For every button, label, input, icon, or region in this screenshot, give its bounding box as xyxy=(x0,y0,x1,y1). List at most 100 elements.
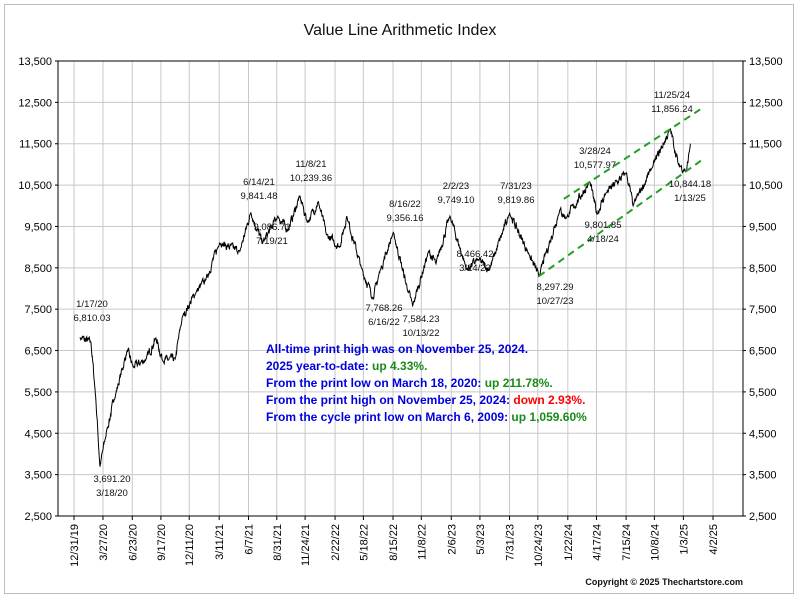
x-tick-label: 4/2/25 xyxy=(708,524,720,555)
annotation-line-1: 3,691.20 xyxy=(94,474,131,485)
y-tick-label-right: 7,500 xyxy=(749,304,777,316)
y-tick-label-right: 11,500 xyxy=(749,139,782,151)
annotation-line-2: 10,239.36 xyxy=(290,173,332,184)
channel-upper xyxy=(563,106,705,200)
note-highlight: up 211.78%. xyxy=(485,376,553,390)
x-tick-label: 7/31/23 xyxy=(505,524,517,561)
grid xyxy=(58,60,743,517)
x-tick-label: 6/7/21 xyxy=(243,524,255,555)
y-tick-label-left: 4,500 xyxy=(24,428,52,440)
y-tick-label-right: 13,500 xyxy=(749,56,783,68)
note-highlight: down 2.93%. xyxy=(513,393,585,407)
y-tick-label-right: 10,500 xyxy=(749,180,783,192)
y-tick-label-right: 4,500 xyxy=(749,428,777,440)
annotation-line-2: 4/18/24 xyxy=(587,234,619,245)
point-annotation: 11/25/24 11,856.24 xyxy=(651,90,693,115)
annotation-line-1: 8/16/22 xyxy=(389,199,421,210)
x-tick-label: 3/11/21 xyxy=(214,524,226,560)
note-highlight: up 1,059.60% xyxy=(511,410,587,424)
note-text: From the print high on November 25, 2024… xyxy=(266,393,513,407)
plot-border xyxy=(57,60,744,517)
y-tick-label-left: 10,500 xyxy=(18,180,52,192)
x-tick-label: 12/31/19 xyxy=(69,524,81,567)
x-tick-label: 11/8/22 xyxy=(416,524,428,560)
y-tick-label-left: 9,500 xyxy=(24,221,52,233)
note-text: From the cycle print low on March 6, 200… xyxy=(266,410,511,424)
annotation-line-1: 8,297.29 xyxy=(537,282,574,293)
point-annotation: 7,768.26 6/16/22 xyxy=(366,303,403,328)
annotation-line-2: 9,356.16 xyxy=(387,213,424,224)
point-annotation: 3/28/24 10,577.97 xyxy=(574,146,616,171)
annotation-line-2: 11,856.24 xyxy=(651,104,693,115)
x-tick-label: 1/22/24 xyxy=(563,524,575,561)
x-tick-label: 1/3/25 xyxy=(678,524,690,555)
note-text: 2025 year-to-date: xyxy=(266,359,372,373)
point-annotations: 1/17/20 6,810.03 3,691.20 3/18/20 6/14/21 9,8… xyxy=(74,90,712,499)
x-tick-label: 3/27/20 xyxy=(98,524,110,561)
point-annotation: 7/31/23 9,819.86 xyxy=(498,181,535,206)
x-tick-label: 12/11/20 xyxy=(184,524,196,566)
point-annotation: 9,086.71 7/19/21 xyxy=(254,222,291,247)
point-annotation: 1/17/20 6,810.03 xyxy=(74,299,111,324)
summary-note: From the print high on November 25, 2024… xyxy=(266,393,585,407)
summary-note: All-time print high was on November 25, … xyxy=(266,342,528,356)
annotation-line-1: 11/8/21 xyxy=(296,159,327,170)
annotation-line-1: 7,768.26 xyxy=(366,303,403,314)
copyright-text: Copyright © 2025 Thechartstore.com xyxy=(585,577,743,587)
x-tick-label: 7/15/24 xyxy=(621,524,633,561)
point-annotation: 8/16/22 9,356.16 xyxy=(387,199,424,224)
point-annotation: 10,844.18 1/13/25 xyxy=(669,179,711,204)
y-tick-label-left: 12,500 xyxy=(18,97,52,109)
y-tick-label-right: 6,500 xyxy=(749,346,777,358)
y-tick-label-right: 2,500 xyxy=(749,511,777,523)
annotation-line-2: 7/19/21 xyxy=(256,236,288,247)
point-annotation: 6/14/21 9,841.48 xyxy=(241,177,278,202)
x-tick-label: 5/3/23 xyxy=(475,524,487,555)
annotation-line-1: 8,466.42 xyxy=(457,249,494,260)
x-tick-label: 11/24/21 xyxy=(300,524,312,566)
chart-frame xyxy=(4,4,794,594)
annotation-line-2: 9,749.10 xyxy=(438,195,475,206)
annotation-line-2: 9,841.48 xyxy=(241,191,278,202)
y-tick-label-right: 5,500 xyxy=(749,387,777,399)
annotation-line-2: 6/16/22 xyxy=(368,317,400,328)
x-tick-label: 9/17/20 xyxy=(156,524,168,561)
y-tick-label-left: 7,500 xyxy=(24,304,52,316)
annotation-line-2: 10,577.97 xyxy=(574,160,616,171)
annotation-line-1: 2/2/23 xyxy=(443,181,469,192)
y-tick-label-left: 13,500 xyxy=(18,56,52,68)
channel-lower xyxy=(538,157,705,278)
note-text: All-time print high was on November 25, … xyxy=(266,342,528,356)
point-annotation: 9,801.85 4/18/24 xyxy=(585,220,622,245)
annotation-line-1: 7/31/23 xyxy=(500,181,532,192)
y-tick-label-left: 11,500 xyxy=(19,139,52,151)
point-annotation: 7,584.23 10/13/22 xyxy=(403,314,440,339)
point-annotation: 8,466.42 3/24/23 xyxy=(457,249,494,274)
annotation-line-1: 11/25/24 xyxy=(654,90,690,101)
point-annotation: 8,297.29 10/27/23 xyxy=(537,282,574,307)
note-text: From the print low on March 18, 2020: xyxy=(266,376,485,390)
summary-note: 2025 year-to-date: up 4.33%. xyxy=(266,359,427,373)
annotation-line-1: 7,584.23 xyxy=(403,314,440,325)
chart-title: Value Line Arithmetic Index xyxy=(304,22,497,39)
y-tick-label-right: 9,500 xyxy=(749,221,777,233)
y-tick-label-right: 12,500 xyxy=(749,97,783,109)
annotation-line-2: 10/13/22 xyxy=(403,328,440,339)
y-tick-label-left: 6,500 xyxy=(24,346,52,358)
summary-note: From the cycle print low on March 6, 200… xyxy=(266,410,587,424)
point-annotation: 11/8/21 10,239.36 xyxy=(290,159,332,184)
x-tick-label: 8/31/21 xyxy=(272,524,284,561)
x-tick-label: 4/17/24 xyxy=(591,524,603,561)
annotation-line-2: 10/27/23 xyxy=(537,296,574,307)
annotation-line-1: 1/17/20 xyxy=(76,299,108,310)
annotation-line-2: 1/13/25 xyxy=(674,193,706,204)
point-annotation: 2/2/23 9,749.10 xyxy=(438,181,475,206)
annotation-line-1: 3/28/24 xyxy=(579,146,611,157)
annotation-line-1: 10,844.18 xyxy=(669,179,711,190)
y-tick-label-left: 2,500 xyxy=(24,511,52,523)
y-tick-label-right: 8,500 xyxy=(749,263,777,275)
note-highlight: up 4.33%. xyxy=(372,359,427,373)
x-tick-label: 10/8/24 xyxy=(649,524,661,561)
annotation-line-2: 6,810.03 xyxy=(74,313,111,324)
